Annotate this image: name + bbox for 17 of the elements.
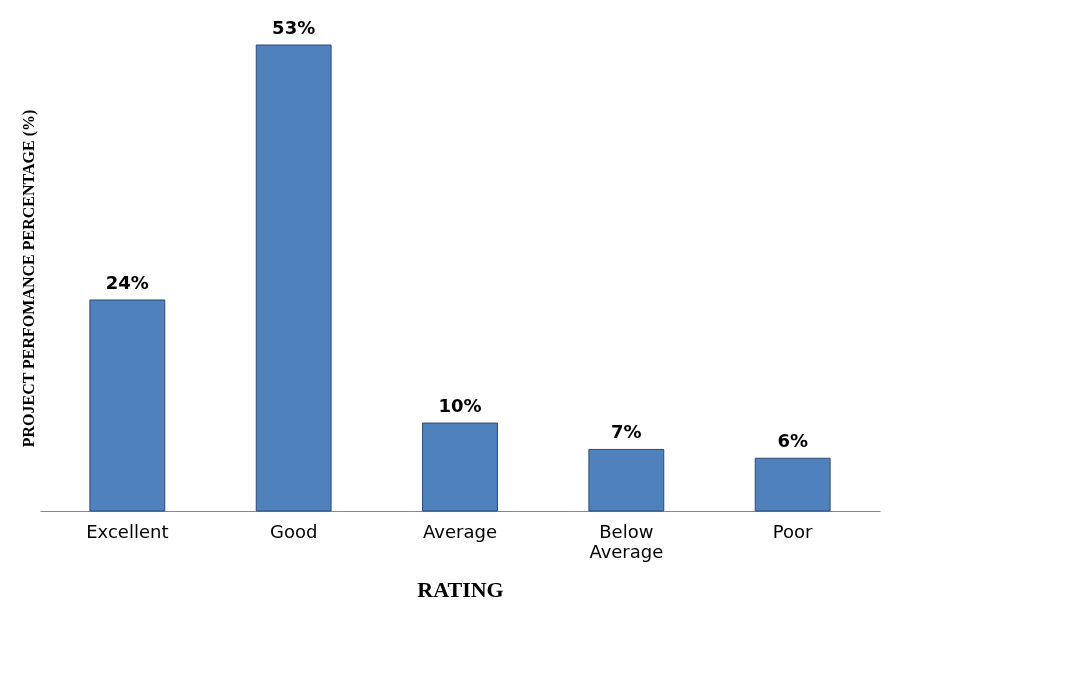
bar: [588, 448, 665, 512]
bar: [754, 457, 831, 512]
x-axis-title: RATING: [417, 576, 504, 602]
data-label: 10%: [438, 395, 482, 417]
x-tick-label: Excellent: [86, 520, 169, 542]
data-label: 53%: [272, 17, 316, 38]
x-tick-label: Below Average: [589, 520, 664, 562]
y-axis-title: PROJECT PERFOMANCE PERCENTAGE (%): [19, 109, 38, 448]
data-label: 6%: [777, 430, 808, 452]
data-label: 24%: [105, 271, 149, 293]
bar: [89, 299, 166, 512]
data-label: 7%: [611, 421, 642, 443]
x-tick-label: Average: [423, 520, 497, 542]
bar: [255, 44, 332, 512]
bar: [422, 422, 498, 512]
x-tick-label: Good: [269, 520, 318, 542]
x-tick-label: Poor: [772, 520, 814, 542]
